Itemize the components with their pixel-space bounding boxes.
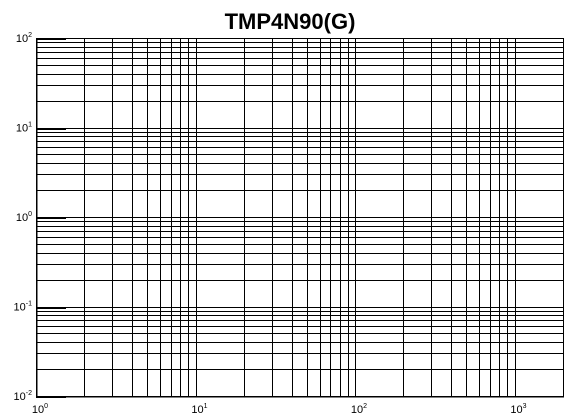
x-tick-label: 101 <box>191 403 207 416</box>
axes <box>35 38 564 398</box>
y-tick-label: 10-2 <box>14 390 33 403</box>
y-tick-label: 10-1 <box>14 301 33 314</box>
y-tick-labels: 10-2 10-1 100 101 102 <box>14 32 33 403</box>
chart-title: TMP4N90(G) <box>225 9 356 34</box>
x-tick-label: 103 <box>510 403 526 416</box>
x-tick-label: 100 <box>32 403 48 416</box>
x-tick-labels: 100 101 102 103 <box>32 403 527 416</box>
y-tick-label: 102 <box>16 32 32 45</box>
y-tick-label: 101 <box>16 122 32 135</box>
grid <box>36 38 564 398</box>
y-tick-label: 100 <box>16 211 32 224</box>
x-tick-label: 102 <box>351 403 367 416</box>
